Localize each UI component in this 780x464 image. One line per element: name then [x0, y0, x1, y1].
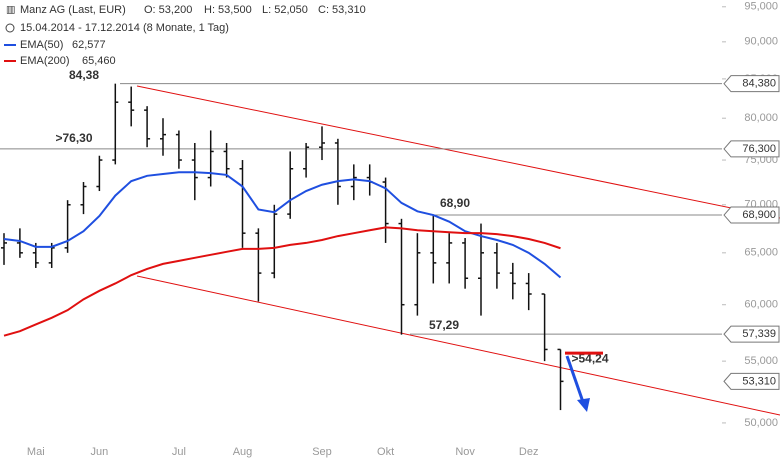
x-tick-label: Jul: [172, 446, 186, 458]
x-tick-label: Nov: [455, 446, 475, 458]
x-tick-label: Aug: [233, 446, 253, 458]
x-tick-label: Okt: [377, 446, 394, 458]
y-tick-label: 95,000: [744, 1, 778, 13]
annotation: 68,90: [440, 196, 470, 210]
annotation: >76,30: [55, 131, 92, 145]
x-tick-label: Dez: [519, 446, 539, 458]
chart-icon: ▥: [6, 5, 15, 16]
arrow: [565, 355, 585, 403]
annotation: 84,38: [69, 68, 99, 82]
level-box: [723, 206, 780, 224]
annotation: 57,29: [429, 318, 459, 332]
level-label: 57,339: [742, 328, 776, 340]
legend-label: EMA(200): [20, 55, 70, 67]
y-tick-label: 60,000: [744, 299, 778, 311]
y-tick-label: 80,000: [744, 112, 778, 124]
level-box: [723, 325, 780, 343]
x-tick-label: Jun: [91, 446, 109, 458]
instrument: Manz AG (Last, EUR): [20, 4, 126, 16]
y-tick-label: 90,000: [744, 36, 778, 48]
ema-line: [3, 226, 561, 337]
x-tick-label: Mai: [27, 446, 45, 458]
clock-icon: [5, 23, 15, 33]
header: ▥ Manz AG (Last, EUR) O: 53,200 H: 53,50…: [4, 4, 366, 67]
ohlc-close: C: 53,310: [318, 4, 366, 16]
annotation: >54,24: [571, 351, 608, 365]
y-tick-label: 65,000: [744, 247, 778, 259]
x-tick-label: Sep: [312, 446, 332, 458]
legend-value: 62,577: [72, 39, 106, 51]
level-box: [723, 140, 780, 158]
level-label: 76,300: [742, 143, 776, 155]
legend-value: 65,460: [82, 55, 116, 67]
y-tick-label: 55,000: [744, 355, 778, 367]
legend-label: EMA(50): [20, 39, 63, 51]
arrow-head: [577, 398, 590, 412]
level-label: 68,900: [742, 209, 776, 221]
ohlc-low: L: 52,050: [262, 4, 308, 16]
ohlc-high: H: 53,500: [204, 4, 252, 16]
level-label: 84,380: [742, 78, 776, 90]
trend-line: [136, 85, 780, 219]
period: 15.04.2014 - 17.12.2014 (8 Monate, 1 Tag…: [20, 22, 229, 34]
last-price-label: 53,310: [742, 375, 776, 387]
ohlc-open: O: 53,200: [144, 4, 192, 16]
ema-line: [3, 171, 562, 279]
last-price-box: [723, 372, 780, 390]
trend-line: [136, 275, 780, 416]
level-box: [723, 75, 780, 93]
y-tick-label: 50,000: [744, 417, 778, 429]
